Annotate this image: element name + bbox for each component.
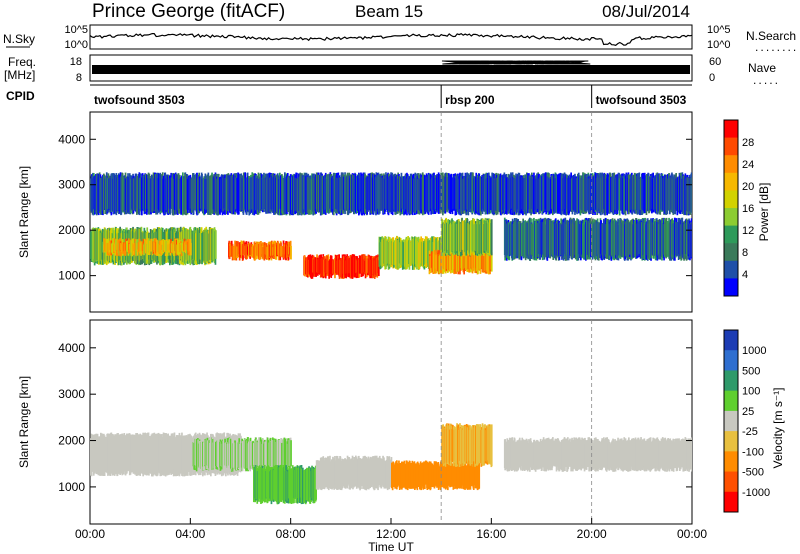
power-heatmap <box>90 172 692 279</box>
freq-left-label-2: [MHz] <box>4 68 35 82</box>
noise-trace <box>89 33 693 46</box>
freq-panel-frame <box>89 54 693 82</box>
cpid-segment-label: twofsound 3503 <box>596 93 687 107</box>
freq-jitter <box>459 60 471 65</box>
heat-cell <box>490 252 493 272</box>
beam-title: Beam 15 <box>355 2 423 21</box>
cpid-segment-label: rbsp 200 <box>445 93 495 107</box>
noise-right-label: N.Search <box>746 29 796 43</box>
freq-jitter <box>462 60 512 65</box>
y-tick-label: 4000 <box>58 132 85 146</box>
heat-cell <box>490 219 493 256</box>
freq-jitter <box>555 60 573 65</box>
power-axes: 1000 2000 3000 4000 <box>58 112 692 312</box>
heat-cell <box>290 440 292 467</box>
heat-cell <box>490 424 493 467</box>
y-tick-label: 2000 <box>58 223 85 237</box>
freq-left-tick-top: 18 <box>70 56 82 68</box>
nave-label: Nave <box>748 61 776 75</box>
freq-right-tick-top: 60 <box>709 56 721 68</box>
noise-right-tick-top: 10^5 <box>707 24 731 36</box>
heat-cell <box>378 260 380 276</box>
cpid-segments: twofsound 3503 rbsp 200 twofsound 3503 <box>94 85 687 108</box>
noise-right-tick-bottom: 10^0 <box>707 39 731 51</box>
freq-trace <box>92 60 690 74</box>
noise-right-dots: ........ <box>754 44 797 54</box>
heat-cell <box>478 460 481 489</box>
heat-cell <box>115 244 118 256</box>
nave-dots: ..... <box>752 77 779 87</box>
noise-panel-frame <box>89 24 693 50</box>
freq-left-label-1: Freq. <box>8 55 36 69</box>
y-tick-label: 1000 <box>58 269 85 283</box>
heat-cell <box>189 242 192 256</box>
heat-cell <box>691 172 692 215</box>
heat-cell <box>215 230 217 259</box>
date-title: 08/Jul/2014 <box>602 2 690 21</box>
noise-left-tick-top: 10^5 <box>64 24 88 36</box>
noise-left-label: N.Sky <box>3 32 35 46</box>
noise-left-tick-bottom: 10^0 <box>64 39 88 51</box>
velocity-heatmap <box>90 423 692 505</box>
freq-band <box>92 65 690 74</box>
heat-cell <box>691 222 692 257</box>
station-title: Prince George (fitACF) <box>92 1 285 22</box>
cpid-segment-label: twofsound 3503 <box>94 93 185 107</box>
freq-left-tick-bottom: 8 <box>76 72 82 84</box>
y-tick-label: 3000 <box>58 178 85 192</box>
power-ylabel: Slant Range [km] <box>17 166 31 258</box>
cpid-label: CPID <box>6 89 35 103</box>
freq-right-tick-bottom: 0 <box>709 72 715 84</box>
heat-cell <box>290 245 292 260</box>
velocity-panel-frame <box>89 319 693 525</box>
